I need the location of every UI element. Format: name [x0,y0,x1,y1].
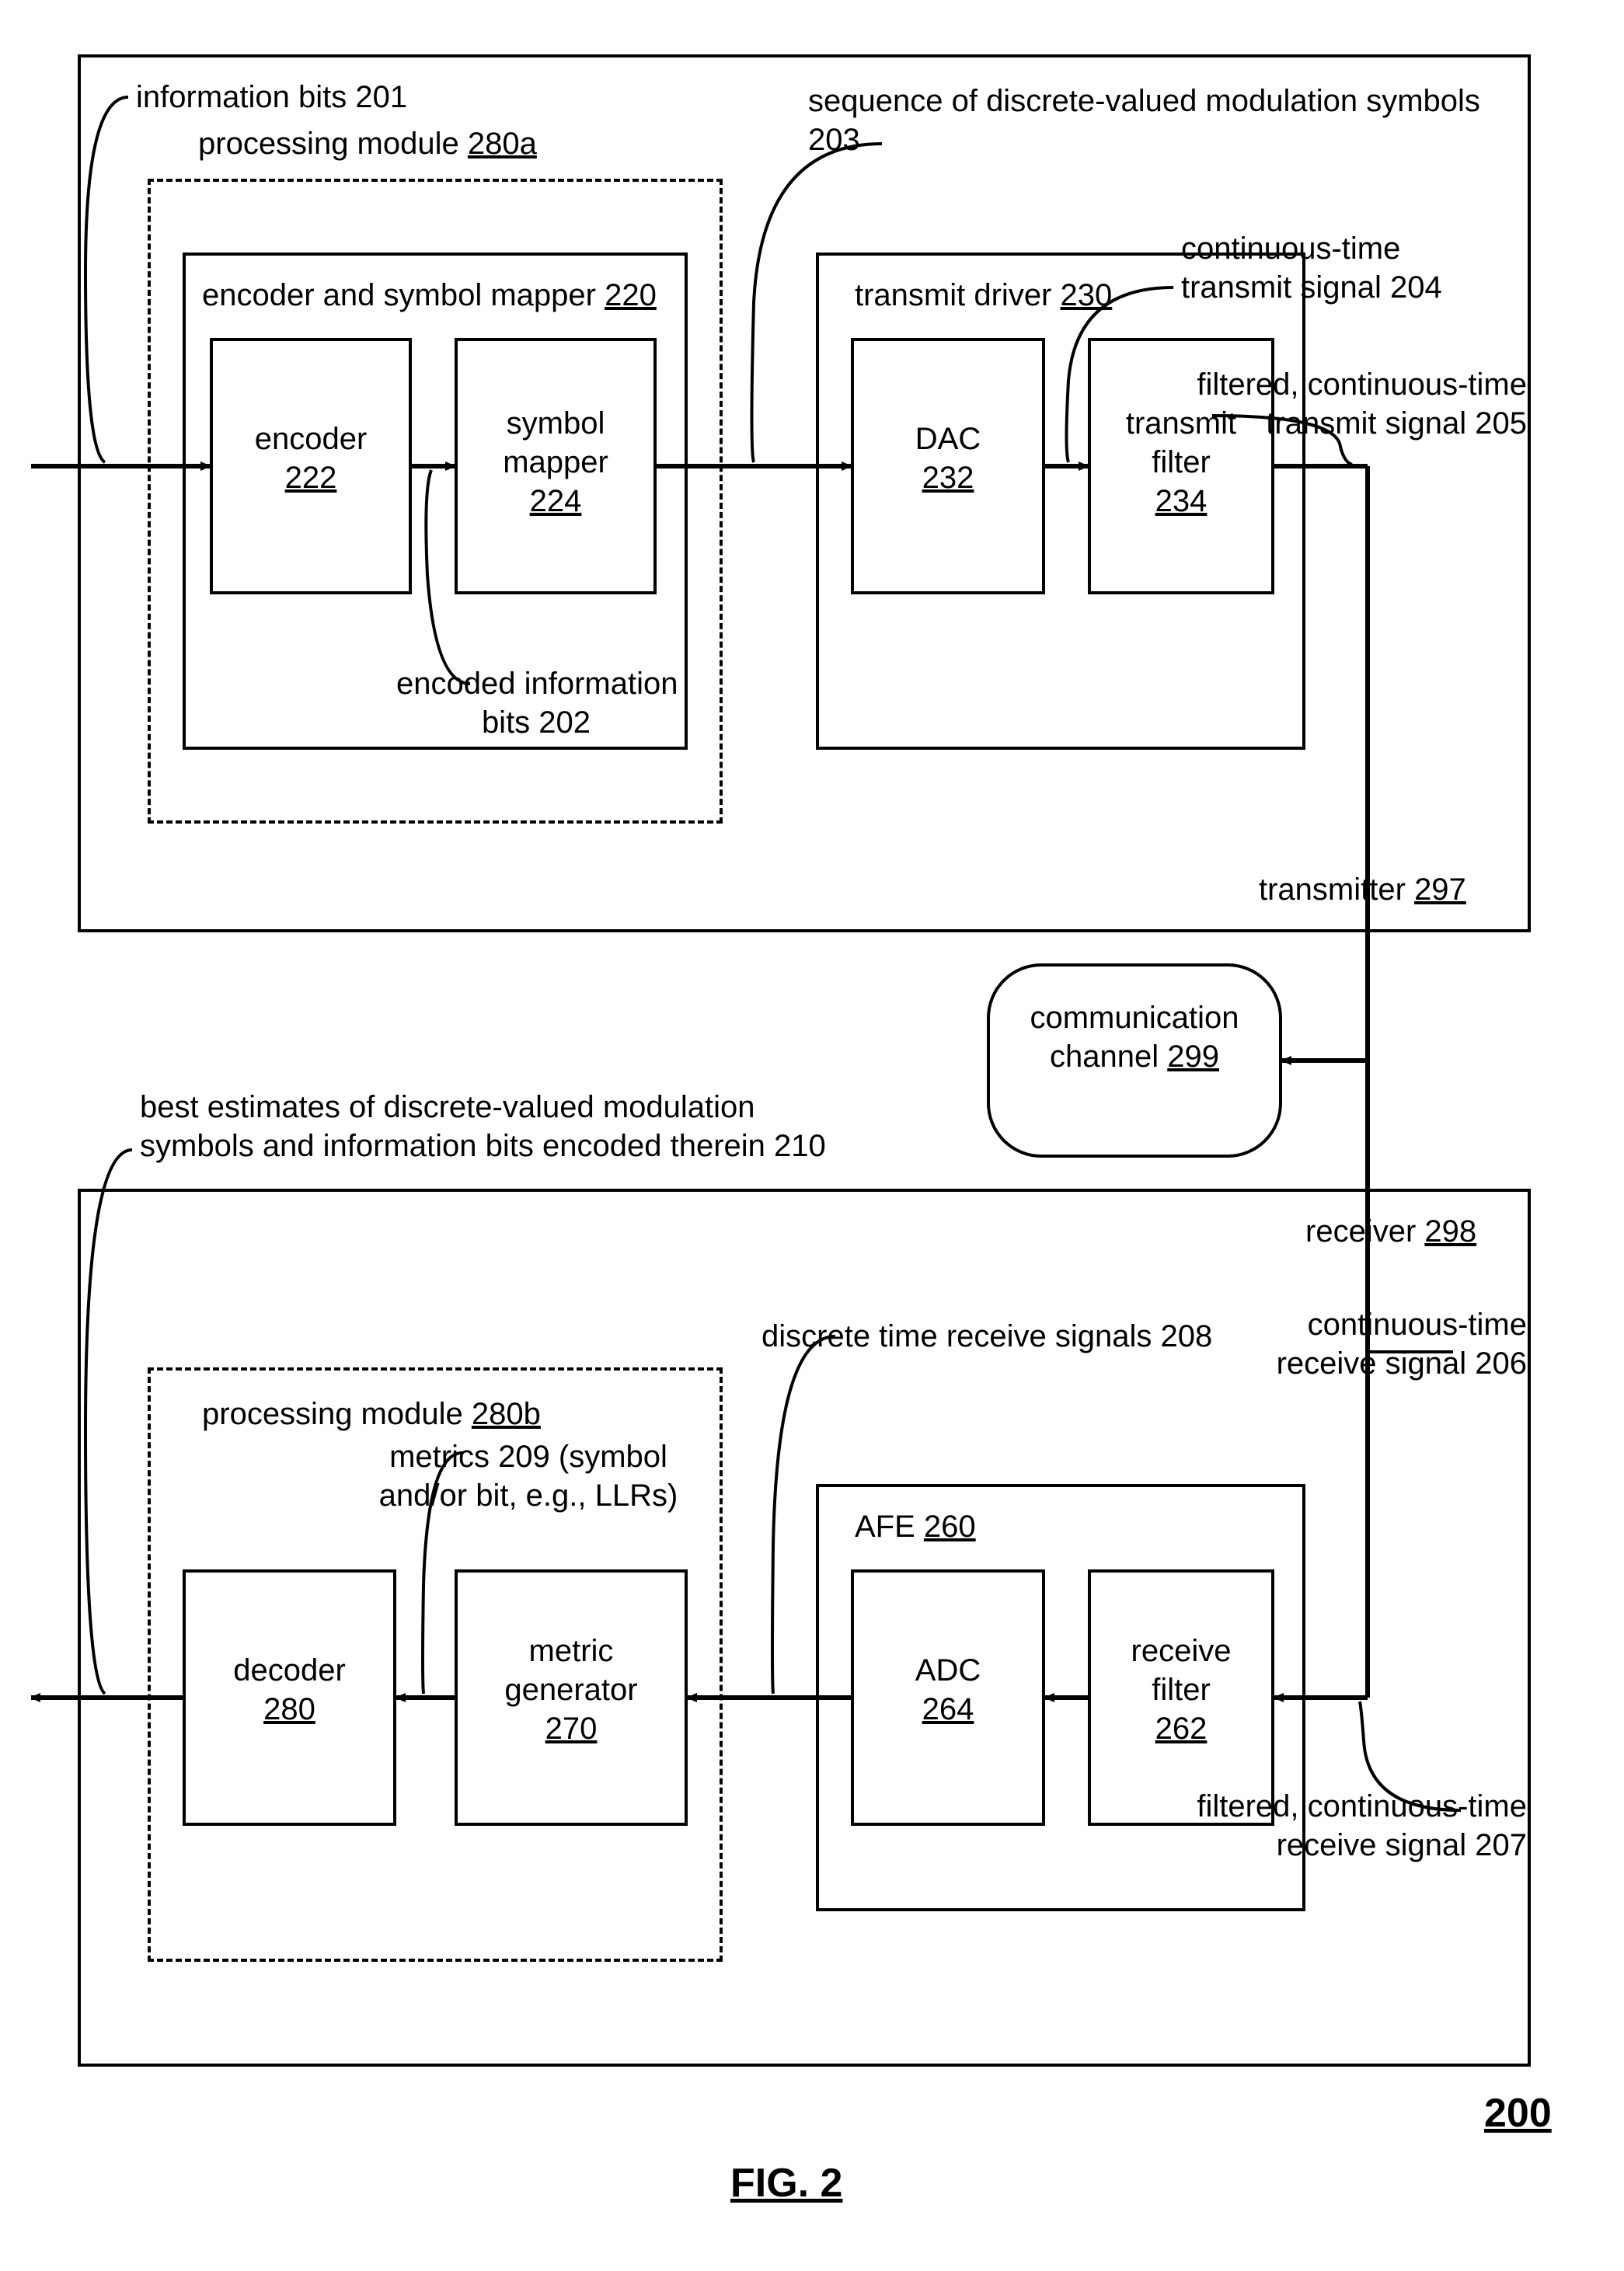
metric-gen-l1: metric [529,1634,614,1668]
enc-sym-ref: 220 [605,278,657,312]
label-metric-gen-270: metric generator 270 [478,1632,664,1748]
label-best-est-210: best estimates of discrete-valued modula… [140,1088,839,1165]
label-channel-299: communication channel 299 [1006,998,1263,1076]
label-tx-driver-230: transmit driver 230 [855,276,1112,315]
label-afe-260: AFE 260 [855,1507,976,1546]
afe-title: AFE [855,1510,915,1544]
dac-title: DAC [915,422,981,456]
enc-info-l1: encoded information [396,667,678,701]
encoder-ref: 222 [285,461,337,495]
metrics-l1: metrics 209 (symbol [389,1440,667,1474]
label-adc-264: ADC 264 [882,1651,1014,1729]
channel-ref: 299 [1167,1040,1219,1074]
rx-title: receiver [1305,1214,1416,1249]
ct-tx-l2: transmit signal 204 [1181,270,1442,305]
tx-title: transmitter [1259,873,1406,907]
best-est-l2: symbols and information bits encoded the… [140,1129,826,1163]
filt-ct-tx-l1: filtered, continuous-time [1197,367,1527,402]
figure-caption: FIG. 2 [730,2160,842,2207]
diagram-canvas: information bits 201 processing module 2… [31,31,1593,2240]
label-metrics-209: metrics 209 (symbol and/or bit, e.g., LL… [365,1437,692,1515]
tx-filter-ref: 234 [1155,484,1208,518]
decoder-title: decoder [233,1653,346,1688]
label-filt-ct-rx-207: filtered, continuous-time receive signal… [1154,1787,1527,1865]
proc-module-280a-title: processing module [198,127,459,161]
label-sym-mapper-224: symbol mapper 224 [478,404,633,521]
enc-info-l2: bits 202 [482,705,591,740]
filt-ct-rx-l1: filtered, continuous-time [1197,1789,1527,1823]
label-filt-ct-tx-205: filtered, continuous-time transmit signa… [1154,365,1527,443]
sym-mapper-ref: 224 [530,484,582,518]
ct-rx-l1: continuous-time [1308,1308,1527,1342]
label-enc-info-bits: encoded information bits 202 [396,664,676,742]
label-enc-sym-220: encoder and symbol mapper 220 [202,276,657,315]
proc-module-280a-ref: 280a [468,127,537,161]
channel-l1: communication [1030,1001,1239,1035]
rx-filter-ref: 262 [1155,1712,1208,1746]
best-est-l1: best estimates of discrete-valued modula… [140,1090,755,1124]
sym-mapper-l1: symbol [507,406,605,441]
tx-filter-l2: filter [1152,445,1211,479]
decoder-ref: 280 [263,1692,315,1726]
enc-sym-title: encoder and symbol mapper [202,278,596,312]
metric-gen-l2: generator [504,1673,637,1707]
sym-mapper-l2: mapper [503,445,608,479]
label-info-bits: information bits 201 [136,78,407,117]
label-decoder-280: decoder 280 [206,1651,373,1729]
afe-ref: 260 [924,1510,976,1544]
label-disc-rx-208: discrete time receive signals 208 [761,1317,1212,1356]
rx-filter-l1: receive [1131,1634,1232,1668]
label-ct-rx-206: continuous-time receive signal 206 [1232,1305,1527,1383]
metrics-l2: and/or bit, e.g., LLRs) [379,1479,678,1513]
metric-gen-ref: 270 [545,1712,598,1746]
label-ct-tx-204: continuous-time transmit signal 204 [1181,229,1515,307]
dac-ref: 232 [922,461,974,495]
rx-filter-l2: filter [1152,1673,1211,1707]
label-receiver-298: receiver 298 [1305,1212,1476,1251]
label-seq-sym: sequence of discrete-valued modulation s… [808,82,1523,159]
channel-l2: channel [1050,1040,1159,1074]
tx-driver-title: transmit driver [855,278,1051,312]
label-rx-filter-262: receive filter 262 [1107,1632,1255,1748]
label-encoder-222: encoder 222 [233,420,389,497]
label-transmitter-297: transmitter 297 [1259,870,1466,909]
proc-module-280b-ref: 280b [472,1397,541,1431]
tx-ref: 297 [1414,873,1466,907]
filt-ct-tx-l2: transmit signal 205 [1266,406,1527,441]
label-proc-module-280a: processing module 280a [198,124,537,163]
page-ref-200: 200 [1484,2090,1552,2137]
adc-title: ADC [915,1653,981,1688]
adc-ref: 264 [922,1692,974,1726]
filt-ct-rx-l2: receive signal 207 [1277,1828,1527,1862]
encoder-title: encoder [255,422,368,456]
tx-driver-ref: 230 [1061,278,1113,312]
label-dac-232: DAC 232 [882,420,1014,497]
ct-rx-l2: receive signal 206 [1277,1346,1527,1381]
label-proc-module-280b: processing module 280b [202,1395,541,1433]
proc-module-280b-title: processing module [202,1397,463,1431]
rx-ref: 298 [1424,1214,1476,1249]
ct-tx-l1: continuous-time [1181,232,1400,266]
